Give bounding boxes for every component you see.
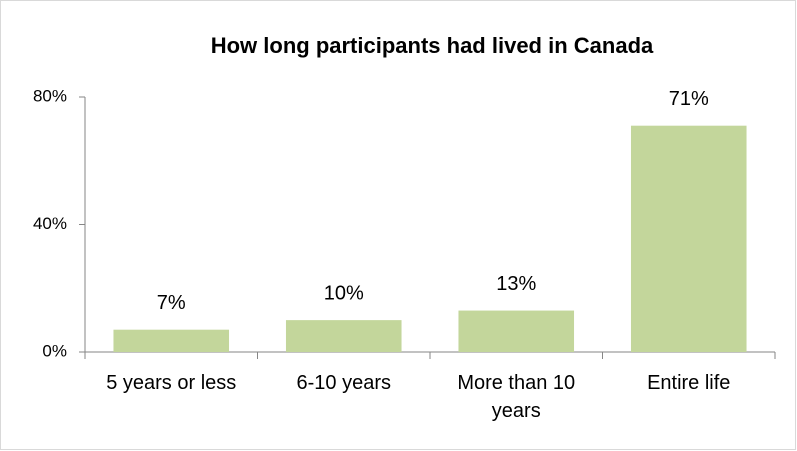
bar	[113, 329, 230, 352]
bar	[458, 310, 575, 352]
chart-title: How long participants had lived in Canad…	[211, 33, 654, 58]
bar	[630, 125, 747, 352]
data-label: 10%	[324, 282, 364, 304]
data-label: 13%	[496, 273, 536, 295]
y-tick-label: 80%	[33, 86, 67, 105]
data-label: 71%	[669, 88, 709, 110]
data-label: 7%	[157, 292, 186, 314]
y-tick-label: 40%	[33, 214, 67, 233]
x-tick-label: More than 10 years	[457, 372, 575, 422]
y-tick-label: 0%	[42, 341, 67, 360]
bar	[285, 320, 402, 352]
x-tick-label: Entire life	[647, 372, 730, 394]
x-tick-label: 5 years or less	[106, 372, 236, 394]
x-tick-label: 6-10 years	[297, 372, 392, 394]
